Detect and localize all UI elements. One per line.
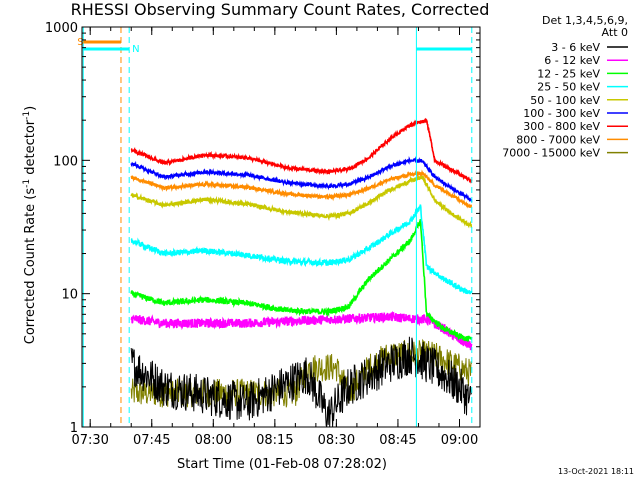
y-tick-label: 1 (70, 421, 78, 436)
x-axis-ticks: 07:30 07:45 08:00 08:15 08:30 08:45 09:00 (71, 27, 481, 448)
legend-label: 7000 - 15000 keV (502, 147, 600, 160)
x-tick-label: 09:00 (441, 433, 478, 448)
flag-label-n: N (132, 44, 139, 55)
series-line (130, 156, 473, 203)
event-lines: SN (77, 27, 473, 427)
legend-label: 300 - 800 keV (523, 120, 600, 133)
legend-label: 6 - 12 keV (544, 54, 600, 67)
footer-timestamp: 13-Oct-2021 18:11 (558, 467, 634, 476)
x-axis-label: Start Time (01-Feb-08 07:28:02) (177, 457, 387, 472)
y-tick-label: 1000 (45, 21, 78, 36)
y-axis-label: Corrected Count Rate (s-1 detector-1) (22, 106, 38, 344)
y-tick-label: 100 (53, 154, 78, 169)
attenuator-label: Att 0 (602, 26, 628, 39)
series-line (130, 310, 473, 351)
legend-label: 100 - 300 keV (523, 107, 600, 120)
legend-label: 50 - 100 keV (530, 94, 600, 107)
series-line (130, 204, 473, 295)
x-tick-label: 07:30 (71, 433, 108, 448)
legend-label: 12 - 25 keV (537, 67, 600, 80)
x-tick-label: 08:15 (256, 433, 293, 448)
series-layer (130, 117, 473, 428)
detector-label: Det 1,3,4,5,6,9, (542, 14, 628, 27)
series-line (130, 174, 473, 229)
legend-label: 25 - 50 keV (537, 81, 600, 94)
flag-label-s: S (77, 37, 83, 48)
series-line (130, 117, 473, 184)
legend-label: 800 - 7000 keV (516, 133, 600, 146)
plot-border (81, 26, 481, 428)
x-tick-label: 08:30 (318, 433, 355, 448)
series-line (130, 219, 473, 343)
x-tick-label: 07:45 (133, 433, 170, 448)
legend-label: 3 - 6 keV (551, 41, 600, 54)
series-line (130, 169, 473, 209)
y-tick-label: 10 (61, 288, 78, 303)
series-line (130, 336, 472, 428)
y-axis-ticks: 1 10 100 1000 (45, 21, 480, 436)
x-tick-label: 08:00 (195, 433, 232, 448)
x-tick-label: 08:45 (379, 433, 416, 448)
chart-title: RHESSI Observing Summary Count Rates, Co… (71, 0, 490, 19)
plot-frame (81, 26, 481, 428)
